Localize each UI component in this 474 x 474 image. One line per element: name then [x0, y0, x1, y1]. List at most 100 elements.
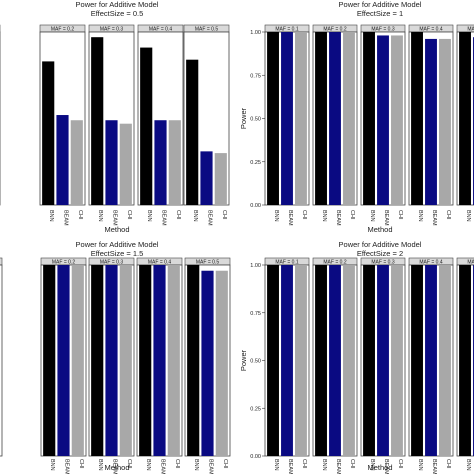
facet-strip-label: MAF = 0.5	[195, 27, 218, 33]
category-tick-label: CHI	[222, 459, 228, 469]
bar-chi	[343, 265, 355, 456]
facet-maf-0-2: MAF = 0.2 BNN BEAM CHI	[40, 257, 87, 474]
chart-subtitle: EffectSize = 1.5	[91, 249, 144, 258]
category-tick-label: CHI	[221, 210, 227, 220]
bar-chi	[215, 270, 228, 456]
bar-bnn	[186, 59, 199, 206]
bar-bnn	[363, 265, 375, 456]
bar-beam	[425, 265, 437, 456]
facet-maf-0-2: MAF = 0.2 BNN BEAM CHI	[312, 257, 358, 474]
facet-strip-label: MAF = 0.1	[275, 27, 298, 33]
y-axis-label: Power	[239, 107, 248, 129]
facet-maf-0-3: MAF = 0.3 BNN BEAM CHI	[360, 257, 406, 474]
category-tick-label: CHI	[397, 459, 403, 469]
chart-subtitle: EffectSize = 1	[357, 9, 403, 18]
bar-beam	[56, 115, 69, 205]
bar-beam	[281, 32, 293, 205]
category-tick-label: BNN	[48, 210, 54, 222]
category-tick-label: BEAM	[287, 459, 293, 474]
bar-beam	[154, 120, 167, 205]
chart-subtitle: EffectSize = 2	[357, 249, 403, 258]
category-tick-label: BNN	[146, 210, 152, 222]
y-axis-label: Power	[239, 349, 248, 371]
facet-strip-label: MAF = 0.2	[323, 27, 346, 33]
bar-beam	[281, 265, 293, 456]
category-tick-label: BEAM	[160, 459, 166, 474]
y-tick-label: 0.00	[250, 203, 261, 209]
chart-title: Power for Additive Model	[76, 0, 159, 9]
category-tick-label: CHI	[126, 210, 132, 220]
category-tick-label: CHI	[349, 210, 355, 220]
category-tick-label: CHI	[349, 459, 355, 469]
bar-beam	[105, 265, 118, 456]
category-tick-label: BEAM	[431, 210, 437, 226]
category-tick-label: BEAM	[208, 459, 214, 474]
facet-strip-label: MAF = 0.3	[100, 260, 123, 266]
bar-bnn	[363, 32, 375, 205]
facet-strip	[456, 257, 474, 266]
category-tick-label: CHI	[126, 459, 132, 469]
bar-bnn	[91, 37, 104, 205]
bar-bnn	[140, 47, 153, 205]
category-tick-label: BEAM	[335, 459, 341, 474]
facet-strip-label: MAF = 0.2	[51, 27, 74, 33]
chart-title: Power for Additive Model	[339, 0, 422, 9]
bar-beam	[329, 265, 341, 456]
facet-maf-0-2: MAF = 0.2 BNN BEAM CHI	[39, 24, 86, 226]
facet-strip-label: MAF = 0.4	[419, 27, 442, 33]
facet-maf-0-3: MAF = 0.3 BNN BEAM CHI	[88, 257, 135, 474]
category-tick-label: BEAM	[64, 459, 70, 474]
category-tick-label: BNN	[417, 210, 423, 222]
facet-strip-label: MAF = 0.1	[275, 260, 298, 266]
category-tick-label: CHI	[301, 459, 307, 469]
category-tick-label: BNN	[465, 210, 471, 222]
bar-beam	[153, 265, 166, 456]
y-tick-label: 0.50	[250, 117, 261, 123]
y-tick-label: 1.00	[250, 263, 261, 269]
category-tick-label: BNN	[369, 459, 375, 471]
category-tick-label: BNN	[97, 210, 103, 222]
bar-beam	[425, 38, 437, 205]
category-tick-label: BNN	[145, 459, 151, 471]
category-tick-label: CHI	[174, 459, 180, 469]
bar-beam	[200, 151, 213, 205]
y-tick-label: 0.75	[250, 73, 261, 79]
facet-maf-0-3: MAF = 0.3 BNN BEAM CHI	[88, 24, 135, 226]
category-tick-label: CHI	[77, 210, 83, 220]
category-tick-label: BNN	[273, 210, 279, 222]
facet-strip-label: MAF = 0.4	[148, 260, 171, 266]
x-axis-label: Method	[367, 463, 392, 472]
chart-title: Power for Additive Model	[339, 240, 422, 249]
bar-bnn	[315, 265, 327, 456]
bar-beam	[201, 270, 214, 456]
category-tick-label: CHI	[78, 459, 84, 469]
bar-bnn	[43, 265, 56, 456]
y-tick-label: 1.00	[250, 30, 261, 36]
facet-strip-label: MAF = 0.3	[100, 27, 123, 33]
category-tick-label: BEAM	[207, 210, 213, 226]
bar-bnn	[315, 32, 327, 205]
x-axis-label: Method	[104, 463, 129, 472]
category-tick-label: BNN	[321, 210, 327, 222]
facet-maf-0-4: MAF = 0.4 BNN BEAM CHI	[137, 24, 184, 226]
category-tick-label: BNN	[465, 459, 471, 471]
bar-beam	[57, 265, 70, 456]
y-tick-label: 0.00	[250, 454, 261, 460]
y-tick-label: 0.25	[250, 160, 261, 166]
bar-beam	[377, 35, 389, 206]
bar-bnn	[187, 265, 200, 456]
facet-strip-label: MAF = 0.5	[467, 260, 474, 266]
bar-chi	[439, 265, 451, 456]
category-tick-label: BNN	[97, 459, 103, 471]
category-tick-label: CHI	[397, 210, 403, 220]
y-tick-label: 0.75	[250, 311, 261, 317]
bar-chi	[391, 265, 403, 456]
bar-beam	[377, 265, 389, 456]
bar-beam	[105, 120, 118, 205]
facet-strip-label: MAF = 0.2	[52, 260, 75, 266]
facet-maf-0-4: MAF = 0.4 BNN BEAM CHI	[408, 257, 454, 474]
